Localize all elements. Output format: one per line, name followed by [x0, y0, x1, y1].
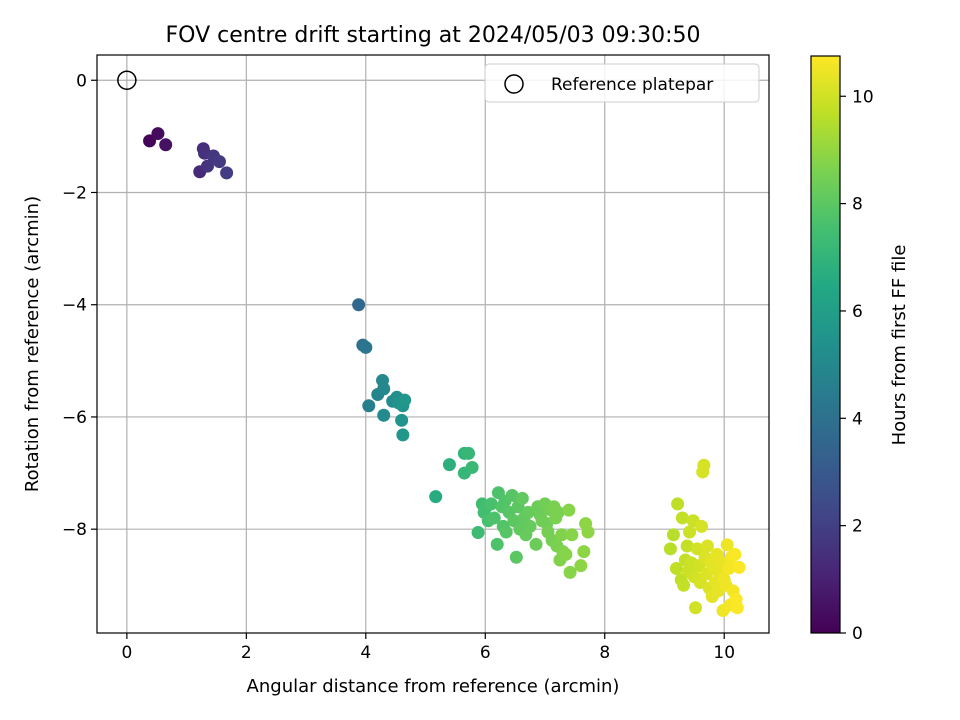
scatter-point [398, 393, 412, 407]
y-tick-label: −6 [62, 408, 87, 428]
scatter-point [690, 542, 704, 556]
scatter-point [442, 458, 456, 472]
scatter-point [581, 525, 595, 539]
scatter-point [675, 511, 689, 525]
scatter-point [669, 561, 683, 575]
scatter-point [395, 413, 409, 427]
scatter-point [722, 561, 736, 575]
scatter-point [151, 127, 165, 141]
legend-reference-marker [504, 74, 524, 94]
scatter-point [720, 538, 734, 552]
colorbar-tick-label: 0 [852, 624, 863, 644]
scatter-point [499, 525, 513, 539]
x-tick-label: 10 [713, 643, 735, 663]
colorbar: 0 2 4 6 8 10 Hours from first FF file [810, 55, 910, 644]
scatter-point [484, 497, 498, 511]
scatter-point [689, 601, 703, 615]
scatter-point [377, 382, 391, 396]
colorbar-frame [810, 55, 841, 634]
scatter-point [559, 547, 573, 561]
scatter-point [697, 458, 711, 472]
scatter-point [529, 537, 543, 551]
reference-platepar-marker [117, 70, 137, 91]
scatter-point [377, 408, 391, 422]
y-tick-label: −8 [62, 520, 87, 540]
scatter-point [471, 526, 485, 540]
y-axis-label: Rotation from reference (arcmin) [22, 196, 43, 492]
scatter-point [677, 578, 691, 592]
scatter-point [523, 519, 537, 533]
y-tick-label: −2 [62, 183, 87, 203]
scatter-point [565, 528, 579, 542]
scatter-point [396, 428, 410, 442]
x-tick-label: 0 [121, 643, 132, 663]
plot-area: 0 2 4 6 8 10 0 −2 −4 −6 −8 [62, 54, 770, 663]
colorbar-ticks: 0 2 4 6 8 10 [840, 87, 874, 644]
scatter-point [666, 528, 680, 542]
scatter-point [212, 155, 226, 169]
legend: Reference platepar [484, 63, 760, 103]
scatter-point [555, 528, 569, 542]
scatter-point [509, 550, 523, 564]
x-tick-label: 8 [599, 643, 610, 663]
colorbar-tick-label: 2 [852, 517, 863, 537]
scatter-point [465, 460, 479, 474]
colorbar-label: Hours from first FF file [889, 245, 910, 446]
scatter-point [728, 547, 742, 561]
scatter-point [663, 542, 677, 556]
scatter-point [490, 537, 504, 551]
x-axis-ticks: 0 2 4 6 8 10 [121, 633, 735, 663]
scatter-point [505, 489, 519, 503]
colorbar-tick-label: 4 [852, 409, 863, 429]
scatter-point [487, 511, 501, 525]
y-tick-label: 0 [76, 71, 87, 91]
scatter-point [683, 525, 697, 539]
scatter-point [462, 446, 476, 460]
x-tick-label: 2 [241, 643, 252, 663]
scatter-point [730, 601, 744, 615]
scatter-point [362, 399, 376, 413]
colorbar-tick-label: 8 [852, 195, 863, 215]
colorbar-tick-label: 6 [852, 302, 863, 322]
scatter-point [695, 519, 709, 533]
x-axis-label: Angular distance from reference (arcmin) [247, 676, 620, 697]
scatter-point [732, 560, 746, 574]
scatter-point [352, 298, 366, 312]
x-tick-label: 4 [360, 643, 371, 663]
scatter-point [680, 539, 694, 553]
scatter-point [201, 159, 215, 173]
scatter-point [143, 134, 157, 148]
data-points [143, 127, 746, 618]
scatter-point [359, 340, 373, 354]
scatter-point [551, 505, 565, 519]
y-axis-ticks: 0 −2 −4 −6 −8 [62, 71, 97, 540]
scatter-point [220, 166, 234, 180]
colorbar-gradient [811, 56, 840, 633]
chart-title: FOV centre drift starting at 2024/05/03 … [166, 23, 701, 48]
y-tick-label: −4 [62, 296, 87, 316]
legend-label-reference-platepar: Reference platepar [551, 75, 713, 95]
scatter-point [159, 138, 173, 152]
scatter-point [562, 503, 576, 517]
legend-box [484, 63, 760, 103]
scatter-point [515, 491, 529, 505]
plot-frame [96, 54, 770, 634]
scatter-point [563, 565, 577, 579]
scatter-point [700, 539, 714, 553]
scatter-point [671, 497, 685, 511]
x-tick-label: 6 [480, 643, 491, 663]
scatter-point [429, 490, 443, 504]
scatter-point [577, 545, 591, 559]
scatter-point [574, 559, 588, 573]
scatter-point [521, 505, 535, 519]
colorbar-tick-label: 10 [852, 87, 874, 107]
